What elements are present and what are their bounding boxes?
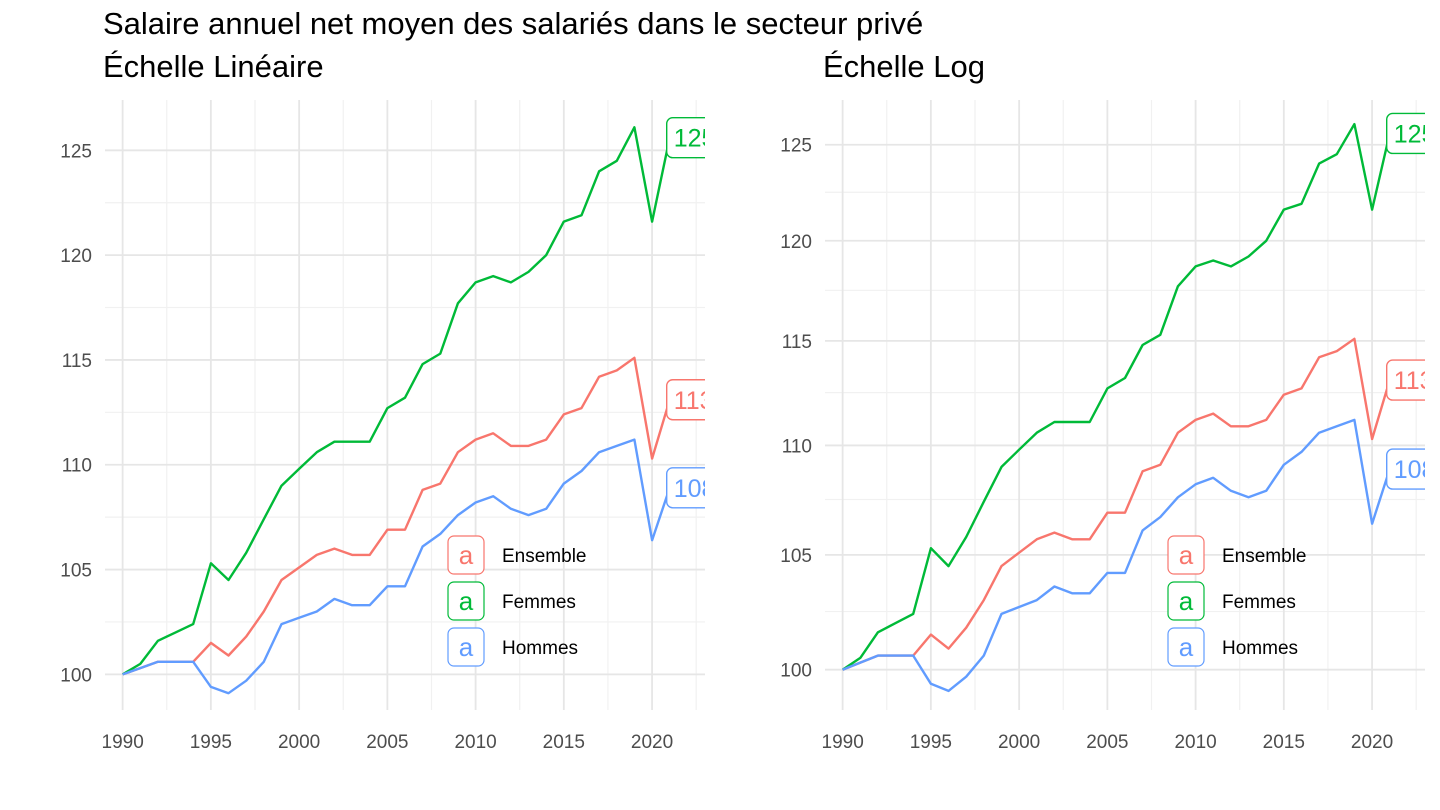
- x-tick-label: 2010: [454, 732, 496, 753]
- y-tick-label: 110: [62, 456, 92, 477]
- panel-linear-subtitle: Échelle Linéaire: [103, 49, 324, 84]
- x-tick-label: 1990: [822, 732, 864, 753]
- x-tick-label: 1995: [190, 732, 232, 753]
- legend-label: Ensemble: [1222, 546, 1307, 567]
- end-label-ensemble: 113.1: [666, 379, 735, 421]
- x-tick-label: 2020: [1351, 732, 1393, 753]
- y-tick-label: 115: [782, 332, 812, 353]
- panel-log: 1990 1995 2000 2005 2010 2015 2020 100 105 110 115…: [780, 100, 1440, 753]
- legend-key: [1167, 535, 1205, 575]
- legend-item-ensemble: a Ensemble: [1167, 535, 1307, 575]
- x-tick-label: 2010: [1174, 732, 1216, 753]
- x-tick-label: 1990: [102, 732, 144, 753]
- legend-key: [1167, 627, 1205, 667]
- legend-label: Ensemble: [502, 546, 587, 567]
- y-tick-label: 120: [780, 232, 812, 253]
- y-tick-label: 115: [62, 351, 92, 372]
- legend-key: [447, 627, 485, 667]
- x-tick-label: 2005: [366, 732, 408, 753]
- x-tick-label: 2000: [278, 732, 320, 753]
- legend-label: Hommes: [502, 638, 578, 659]
- legend-item-femmes: a Femmes: [1167, 581, 1296, 621]
- series-line-hommes: [122, 438, 671, 695]
- x-tick-label: 2015: [1263, 732, 1305, 753]
- x-tick-label: 2020: [631, 732, 673, 753]
- panel-log-subtitle: Échelle Log: [823, 49, 986, 84]
- series-line-femmes: [121, 126, 671, 676]
- chart-title: Salaire annuel net moyen des salariés da…: [103, 6, 924, 41]
- x-tick-label: 2000: [998, 732, 1040, 753]
- legend-item-hommes: a Hommes: [447, 627, 578, 667]
- legend-key: [1167, 581, 1205, 621]
- end-label-ensemble: 113.1: [1386, 359, 1440, 401]
- legend-glyph: a: [1179, 540, 1194, 570]
- y-tick-label: 100: [60, 665, 92, 686]
- end-label-hommes: 108.9: [1386, 448, 1440, 490]
- legend-glyph: a: [459, 632, 474, 662]
- legend-glyph: a: [459, 540, 474, 570]
- end-label-hommes: 108.9: [666, 467, 737, 509]
- x-tick-label: 1995: [910, 732, 952, 753]
- legend-label: Hommes: [1222, 638, 1298, 659]
- legend-glyph: a: [459, 586, 474, 616]
- legend-key: [447, 535, 485, 575]
- end-label-femmes: 125.6: [666, 117, 737, 159]
- y-tick-label: 105: [780, 546, 812, 567]
- y-tick-label: 105: [60, 561, 92, 582]
- end-label-text: 113.1: [1394, 367, 1440, 395]
- series-line-hommes: [842, 418, 1391, 693]
- series-line-ensemble: [842, 337, 1391, 671]
- end-label-text: 108.9: [674, 475, 737, 503]
- y-tick-label: 120: [60, 246, 92, 267]
- x-tick-label: 2015: [543, 732, 585, 753]
- legend-item-femmes: a Femmes: [447, 581, 576, 621]
- x-tick-label: 2005: [1086, 732, 1128, 753]
- end-label-text: 125.6: [1394, 120, 1440, 148]
- y-tick-label: 100: [780, 661, 812, 682]
- series-line-femmes: [841, 122, 1391, 671]
- panel-linear: 1990 1995 2000 2005 2010 2015 2020 100 105 110 115…: [60, 100, 737, 753]
- legend-glyph: a: [1179, 586, 1194, 616]
- legend-glyph: a: [1179, 632, 1194, 662]
- legend-item-ensemble: a Ensemble: [447, 535, 587, 575]
- y-tick-label: 110: [782, 436, 812, 457]
- end-label-text: 113.1: [674, 387, 735, 415]
- legend-label: Femmes: [502, 592, 576, 613]
- end-label-text: 108.9: [1394, 456, 1440, 484]
- legend-item-hommes: a Hommes: [1167, 627, 1298, 667]
- end-label-text: 125.6: [674, 125, 737, 153]
- legend-label: Femmes: [1222, 592, 1296, 613]
- y-tick-label: 125: [60, 141, 92, 162]
- y-tick-label: 125: [780, 136, 812, 157]
- legend-key: [447, 581, 485, 621]
- end-label-femmes: 125.6: [1386, 112, 1440, 155]
- series-line-ensemble: [122, 356, 671, 676]
